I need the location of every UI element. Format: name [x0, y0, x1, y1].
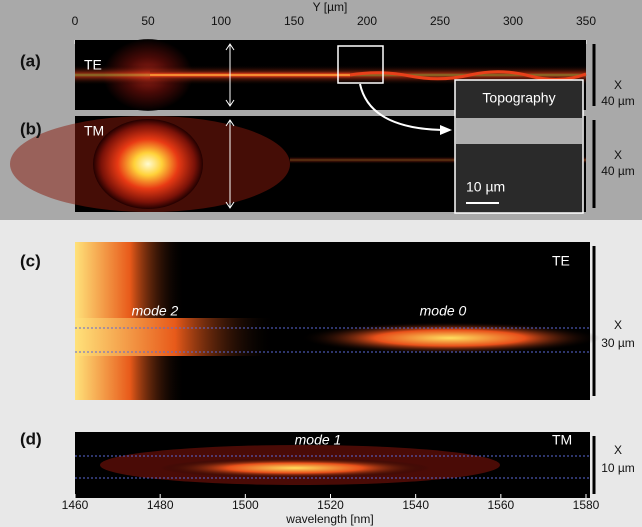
beam — [349, 70, 587, 81]
tick-label: 50 — [141, 14, 155, 28]
scale-size: 30 µm — [601, 336, 635, 350]
arrow — [225, 43, 235, 107]
beam — [150, 70, 350, 80]
tick-label: 1580 — [573, 498, 600, 512]
mode-label: mode 2 — [132, 303, 179, 319]
tick-label: 1500 — [232, 498, 259, 512]
tick-label: 150 — [284, 14, 304, 28]
inset-title: Topography — [482, 90, 555, 106]
tick-label: 350 — [576, 14, 596, 28]
zoom-box — [337, 45, 384, 84]
scale-bar-label: 10 µm — [466, 179, 505, 195]
heat — [160, 458, 430, 478]
bottom-axis-label: wavelength [nm] — [285, 512, 373, 526]
callout-head — [440, 125, 452, 135]
bottom-ticks: 1460 1480 1500 1520 1540 1560 1580 — [62, 494, 600, 512]
panel-label: (c) — [20, 251, 41, 270]
tick-label: 1480 — [147, 498, 174, 512]
tick-label: 1540 — [402, 498, 429, 512]
tick-label: 200 — [357, 14, 377, 28]
scale-size: 10 µm — [601, 461, 635, 475]
panel-label: (a) — [20, 51, 41, 70]
tick-label: 1520 — [317, 498, 344, 512]
scale-axis: X — [614, 318, 622, 332]
mode-label: mode 1 — [295, 432, 342, 448]
tick-label: 1460 — [62, 498, 89, 512]
polarization: TM — [552, 432, 572, 448]
top-axis-label: Y [µm] — [313, 0, 348, 14]
mode-label: mode 0 — [420, 303, 467, 319]
tick-label: 300 — [503, 14, 523, 28]
scale-size: 40 µm — [601, 164, 635, 178]
inset-image — [456, 118, 582, 144]
scale-axis: X — [614, 148, 622, 162]
polarization: TM — [84, 123, 104, 139]
heat — [300, 322, 600, 354]
scale-size: 40 µm — [601, 94, 635, 108]
tick-label: 100 — [211, 14, 231, 28]
tick-label: 1560 — [487, 498, 514, 512]
scale-axis: X — [614, 78, 622, 92]
beam — [290, 156, 586, 164]
arrow — [225, 119, 235, 209]
panel-label: (d) — [20, 429, 42, 448]
polarization: TE — [552, 253, 570, 269]
inset — [454, 79, 584, 214]
polarization: TE — [84, 57, 102, 73]
scale-axis: X — [614, 443, 622, 457]
tick-label: 250 — [430, 14, 450, 28]
heat — [75, 318, 275, 356]
callout — [359, 83, 449, 131]
spot — [93, 119, 203, 209]
panel-label: (b) — [20, 119, 42, 138]
tick-label: 0 — [72, 14, 79, 28]
